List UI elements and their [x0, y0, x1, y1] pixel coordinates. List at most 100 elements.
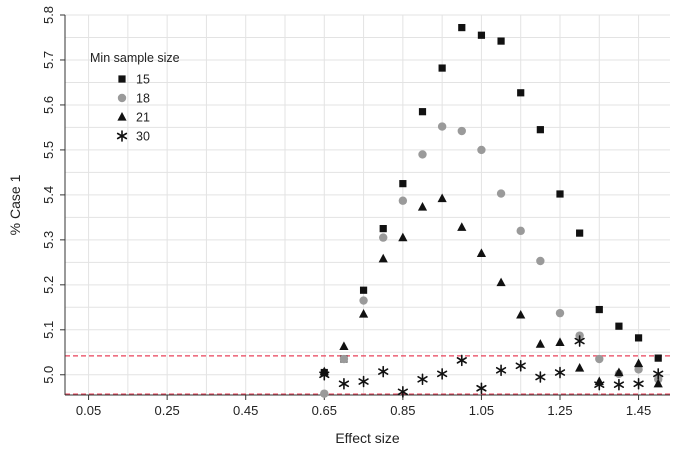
x-tick-label: 1.05: [469, 403, 494, 418]
asterisk-stroke: [378, 368, 389, 375]
asterisk-stroke: [495, 366, 507, 374]
legend-label-21: 21: [136, 111, 150, 125]
point-series-21: [476, 248, 487, 257]
asterisk-stroke: [554, 369, 566, 376]
point-series-15: [654, 354, 662, 362]
point-series-21: [516, 309, 526, 319]
point-series-18: [418, 150, 427, 159]
point-series-18: [398, 196, 408, 205]
point-series-21: [437, 193, 447, 203]
asterisk-stroke: [319, 371, 330, 379]
point-series-18: [457, 126, 466, 136]
x-tick-label: 0.25: [154, 403, 179, 418]
point-series-15: [556, 190, 564, 198]
point-series-30: [554, 366, 566, 379]
point-series-15: [536, 126, 544, 134]
x-tick-label: 1.45: [626, 403, 651, 418]
point-series-18: [320, 389, 329, 398]
y-tick-label: 5.1: [41, 321, 56, 339]
point-series-30: [653, 368, 664, 380]
point-series-30: [378, 365, 389, 378]
x-axis-title: Effect size: [335, 430, 400, 446]
y-tick-label: 5.8: [41, 6, 56, 24]
point-series-15: [576, 229, 584, 237]
y-tick-label: 5.6: [41, 96, 56, 114]
point-series-15: [497, 37, 505, 45]
x-tick-label: 1.25: [547, 403, 572, 418]
asterisk-stroke: [574, 337, 585, 345]
point-series-21: [358, 309, 369, 318]
legend-marker-21: [117, 112, 127, 121]
asterisk-stroke: [456, 357, 467, 364]
point-series-21: [457, 222, 467, 231]
asterisk-stroke: [613, 381, 625, 388]
point-series-15: [379, 225, 387, 233]
point-series-30: [397, 386, 408, 398]
axes: 0.05 0.25 0.45 0.65 0.85 1.05 1.25 1.45 5.0 5.1 5.…: [41, 6, 670, 418]
legend-marker-30: [116, 130, 128, 142]
asterisk-stroke: [417, 375, 428, 383]
x-tick-label: 0.65: [312, 403, 337, 418]
legend-label-15: 15: [136, 73, 150, 87]
asterisk-stroke: [535, 373, 546, 381]
point-series-21: [378, 253, 388, 263]
point-series-21: [417, 202, 428, 211]
point-series-15: [399, 180, 407, 188]
y-axis-title: % Case 1: [7, 174, 23, 235]
point-series-15: [615, 322, 623, 330]
data-points: [319, 23, 664, 398]
asterisk-stroke: [476, 384, 487, 392]
reference-lines: [65, 355, 670, 395]
point-series-18: [477, 145, 486, 155]
point-series-15: [418, 108, 427, 116]
point-series-30: [535, 371, 546, 383]
point-series-18: [595, 354, 604, 364]
y-tick-label: 5.3: [41, 231, 56, 249]
point-series-18: [359, 296, 368, 305]
legend: Min sample size 15 18 21 30: [90, 51, 180, 144]
asterisk-stroke: [437, 370, 448, 378]
asterisk-stroke: [397, 388, 408, 396]
point-series-30: [338, 377, 350, 390]
asterisk-stroke: [653, 370, 664, 378]
grid: [65, 14, 670, 395]
legend-marker-15: [118, 75, 126, 83]
y-tick-label: 5.5: [41, 141, 56, 159]
point-series-18: [555, 308, 565, 318]
y-tick-label: 5.2: [41, 276, 56, 294]
point-series-18: [536, 256, 545, 266]
point-series-15: [634, 334, 643, 342]
point-series-30: [476, 382, 487, 395]
asterisk-stroke: [594, 381, 605, 388]
point-series-21: [575, 363, 585, 372]
point-series-18: [379, 233, 388, 242]
point-series-18: [634, 365, 643, 374]
point-series-30: [437, 368, 448, 380]
point-series-21: [653, 378, 663, 388]
point-series-15: [477, 31, 486, 39]
point-series-30: [417, 373, 428, 386]
x-tick-label: 0.05: [76, 403, 101, 418]
x-tick-label: 0.85: [390, 403, 415, 418]
point-series-15: [458, 23, 466, 32]
legend-title: Min sample size: [90, 51, 180, 65]
point-series-21: [496, 277, 506, 287]
point-series-21: [339, 341, 349, 351]
point-series-18: [339, 354, 349, 364]
asterisk-stroke: [515, 362, 526, 370]
y-tick-label: 5.4: [41, 186, 56, 204]
point-series-21: [535, 339, 545, 348]
point-series-30: [456, 354, 467, 367]
point-series-18: [516, 226, 525, 236]
y-tick-label: 5.0: [41, 366, 56, 384]
legend-marker-18: [117, 93, 127, 103]
legend-label-18: 18: [136, 92, 150, 106]
asterisk-stroke: [358, 378, 369, 385]
point-series-21: [555, 337, 565, 346]
point-series-18: [496, 189, 506, 198]
point-series-18: [437, 122, 447, 131]
y-tick-label: 5.7: [41, 51, 56, 69]
point-series-30: [495, 364, 507, 377]
point-series-15: [438, 64, 446, 72]
